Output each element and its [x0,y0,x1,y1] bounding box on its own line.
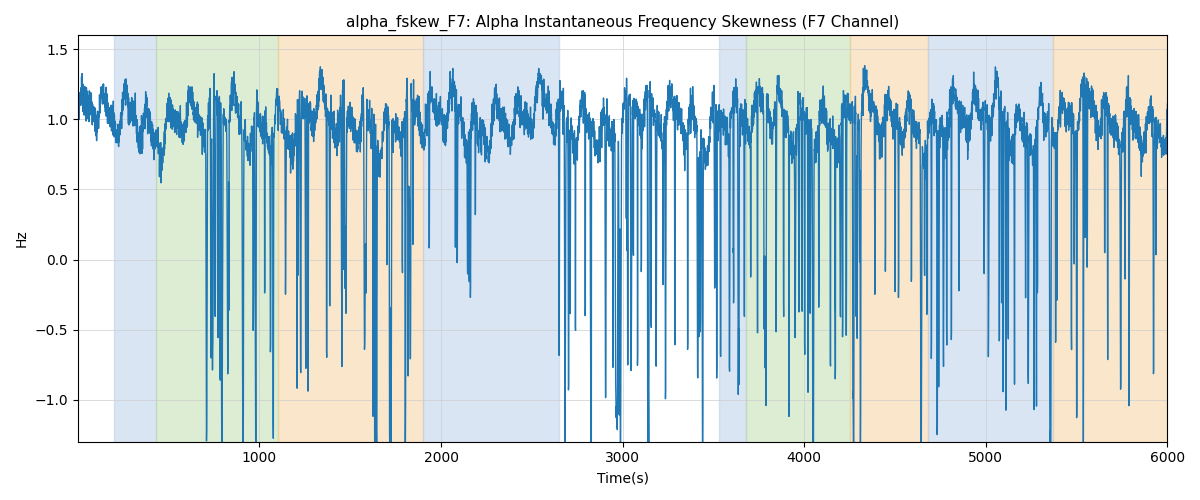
Title: alpha_fskew_F7: Alpha Instantaneous Frequency Skewness (F7 Channel): alpha_fskew_F7: Alpha Instantaneous Freq… [346,15,899,31]
Bar [928,36,1054,442]
Bar [719,36,746,442]
Bar [1054,36,1168,442]
Y-axis label: Hz: Hz [14,230,29,248]
Bar [746,36,850,442]
Bar [850,36,928,442]
Bar [422,36,559,442]
Bar [114,36,156,442]
X-axis label: Time(s): Time(s) [596,471,649,485]
Bar [156,36,277,442]
Bar [277,36,422,442]
